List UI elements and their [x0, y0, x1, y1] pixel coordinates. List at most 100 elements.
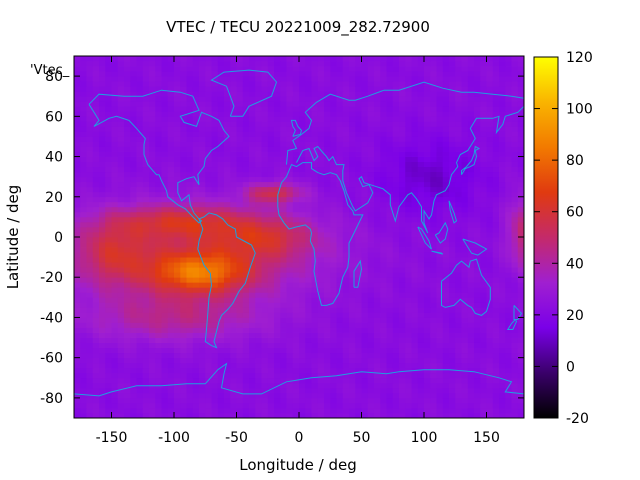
heatmap-cell — [155, 407, 162, 414]
heatmap-cell — [436, 126, 444, 132]
heatmap-cell — [161, 176, 169, 183]
heatmap-cell — [280, 397, 287, 404]
heatmap-cell — [455, 101, 462, 107]
heatmap-cell — [399, 312, 406, 318]
heatmap-cell — [430, 216, 437, 223]
heatmap-cell — [124, 412, 131, 419]
heatmap-cell — [86, 111, 94, 117]
heatmap-cell — [199, 292, 206, 298]
heatmap-cell — [349, 312, 356, 318]
heatmap-cell — [405, 312, 412, 318]
heatmap-cell — [499, 402, 506, 409]
heatmap-cell — [317, 337, 325, 343]
heatmap-cell — [480, 156, 487, 162]
heatmap-cell — [186, 237, 194, 243]
heatmap-cell — [405, 357, 412, 364]
heatmap-cell — [280, 131, 287, 137]
heatmap-cell — [411, 277, 419, 283]
heatmap-cell — [105, 412, 112, 419]
heatmap-cell — [142, 221, 150, 228]
heatmap-cell — [267, 382, 275, 389]
heatmap-cell — [142, 111, 150, 117]
heatmap-cell — [155, 412, 162, 419]
heatmap-cell — [105, 347, 112, 354]
heatmap-cell — [280, 91, 287, 97]
heatmap-cell — [342, 352, 350, 359]
heatmap-cell — [180, 322, 187, 328]
heatmap-cell — [124, 81, 131, 87]
heatmap-cell — [211, 297, 219, 303]
heatmap-cell — [92, 287, 100, 293]
heatmap-cell — [399, 151, 406, 157]
heatmap-cell — [99, 91, 106, 97]
heatmap-cell — [224, 392, 231, 399]
heatmap-cell — [111, 357, 119, 364]
heatmap-cell — [74, 287, 81, 293]
heatmap-cell — [117, 372, 125, 379]
heatmap-cell — [74, 196, 81, 203]
heatmap-cell — [292, 287, 300, 293]
heatmap-cell — [374, 287, 381, 293]
heatmap-cell — [467, 181, 475, 188]
heatmap-cell — [142, 327, 150, 333]
heatmap-cell — [205, 322, 212, 328]
heatmap-cell — [155, 121, 162, 127]
heatmap-cell — [405, 327, 412, 333]
heatmap-cell — [311, 161, 319, 168]
heatmap-cell — [167, 307, 175, 313]
heatmap-cell — [111, 176, 119, 183]
heatmap-cell — [424, 181, 431, 188]
heatmap-cell — [286, 141, 294, 147]
heatmap-cell — [186, 322, 194, 328]
heatmap-cell — [149, 216, 156, 223]
heatmap-cell — [274, 307, 281, 313]
heatmap-cell — [205, 86, 212, 92]
heatmap-cell — [342, 362, 350, 369]
heatmap-cell — [74, 231, 81, 238]
heatmap-cell — [80, 407, 87, 414]
heatmap-cell — [192, 66, 200, 72]
heatmap-cell — [511, 196, 519, 203]
heatmap-cell — [105, 111, 112, 117]
heatmap-cell — [499, 141, 506, 147]
heatmap-cell — [342, 382, 350, 389]
heatmap-cell — [124, 91, 131, 97]
heatmap-cell — [192, 96, 200, 102]
heatmap-cell — [280, 287, 287, 293]
heatmap-cell — [299, 257, 306, 263]
heatmap-cell — [86, 357, 94, 364]
heatmap-cell — [99, 226, 106, 233]
heatmap-cell — [511, 397, 519, 404]
heatmap-cell — [330, 377, 337, 384]
heatmap-cell — [380, 141, 387, 147]
heatmap-cell — [155, 302, 162, 308]
heatmap-cell — [367, 166, 375, 173]
heatmap-cell — [267, 161, 275, 168]
heatmap-cell — [492, 267, 500, 273]
heatmap-cell — [499, 292, 506, 298]
heatmap-cell — [74, 96, 81, 102]
heatmap-cell — [280, 412, 287, 419]
heatmap-cell — [286, 287, 294, 293]
heatmap-cell — [442, 166, 450, 173]
heatmap-cell — [374, 382, 381, 389]
heatmap-cell — [336, 317, 344, 323]
heatmap-cell — [405, 362, 412, 369]
heatmap-cell — [374, 312, 381, 318]
heatmap-cell — [305, 287, 312, 293]
heatmap-cell — [317, 287, 325, 293]
heatmap-cell — [361, 156, 369, 162]
heatmap-cell — [205, 247, 212, 253]
heatmap-cell — [167, 367, 175, 374]
heatmap-cell — [211, 292, 219, 298]
heatmap-cell — [105, 297, 112, 303]
heatmap-cell — [105, 317, 112, 323]
heatmap-cell — [399, 352, 406, 359]
heatmap-cell — [499, 242, 506, 248]
heatmap-cell — [299, 161, 306, 168]
heatmap-cell — [255, 126, 262, 132]
heatmap-cell — [249, 297, 256, 303]
heatmap-cell — [292, 116, 300, 122]
heatmap-cell — [399, 81, 406, 87]
heatmap-cell — [505, 161, 512, 168]
